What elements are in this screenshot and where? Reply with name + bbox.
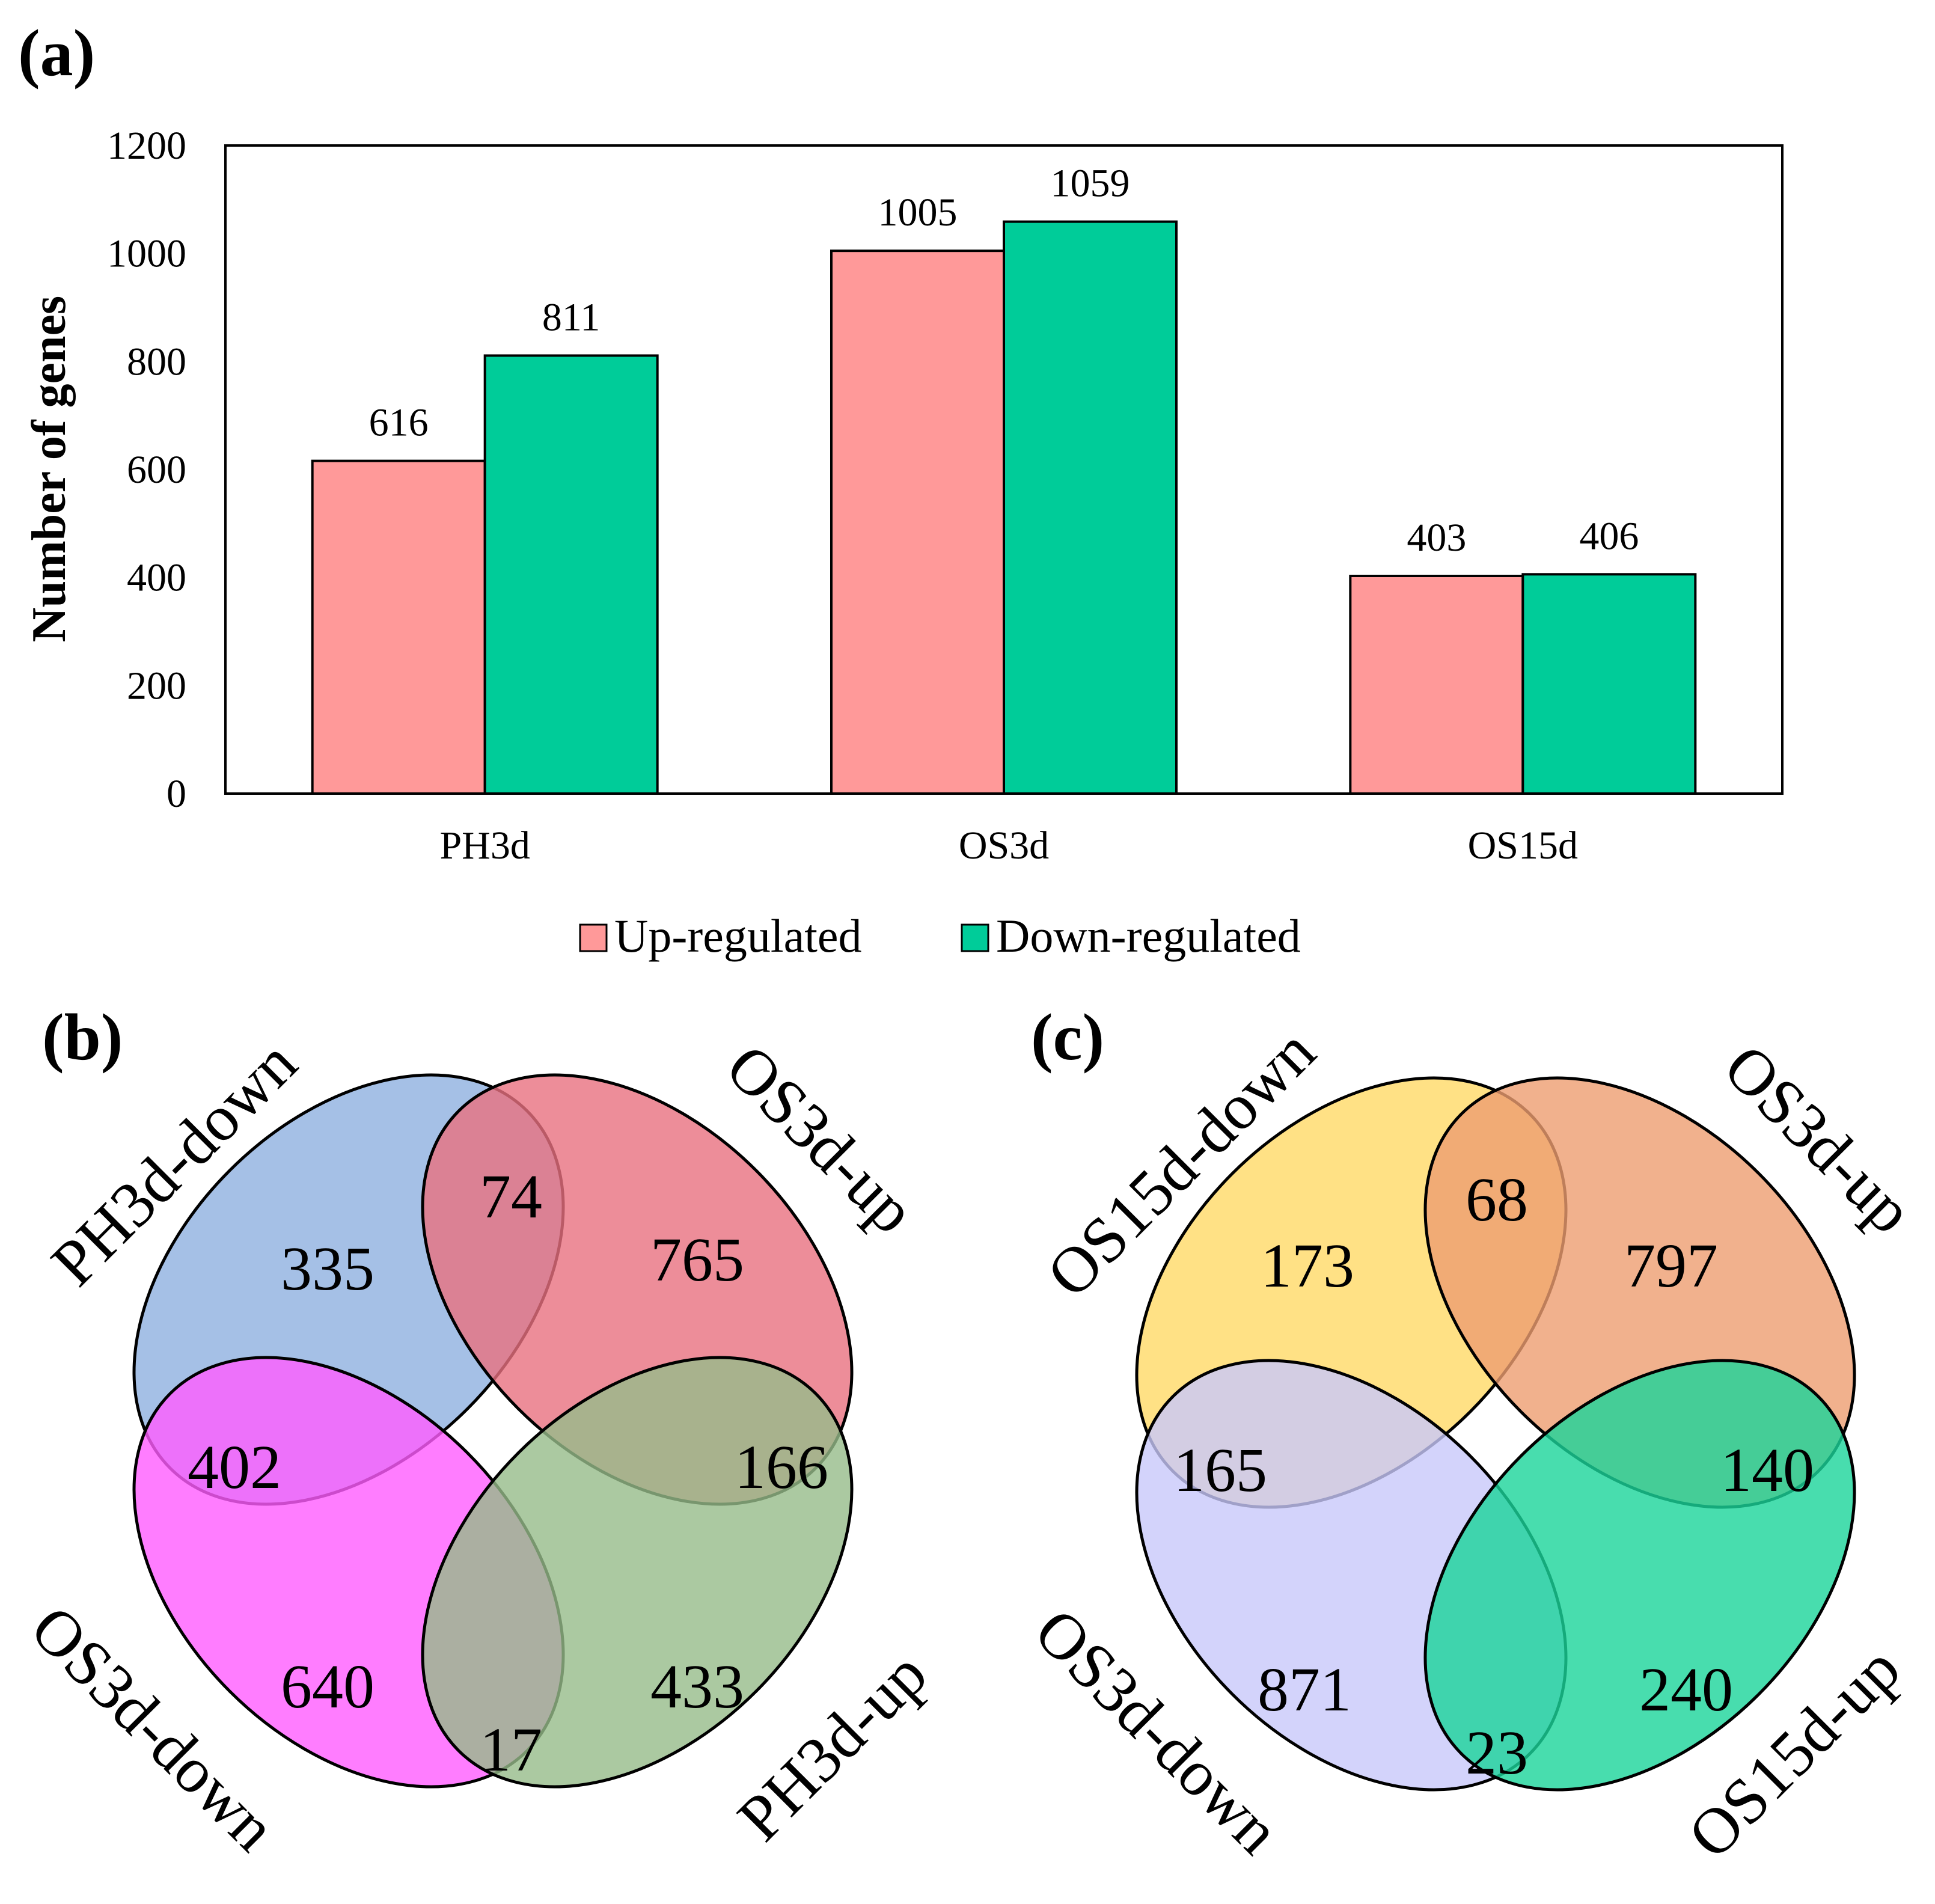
y-tick-label: 200: [127, 664, 186, 708]
bar-os3d-up-regulated: [830, 249, 1005, 795]
bars: [311, 220, 1697, 795]
venn-b-count-os3d-up-only: 765: [650, 1225, 744, 1294]
venn-b-count-ph3d-down-os3d-up: 74: [480, 1162, 542, 1231]
venn-c-counts: 173 68 797 165 140 871 23 240: [1173, 1165, 1814, 1787]
plot-area-frame: [224, 144, 1784, 795]
venn-b-count-os3d-down-ph3d-up: 17: [480, 1715, 542, 1784]
panel-c: (c) OS15d-down OS3d-up OS3d-down OS15d-u…: [1021, 1000, 1927, 1872]
venn-c-ellipses: [1135, 1076, 1856, 1792]
venn-c-count-os15d-down-os3d-down: 165: [1173, 1436, 1267, 1505]
venn-c-count-os3d-up-only: 797: [1624, 1231, 1718, 1300]
data-label-os3d-up-regulated: 1005: [878, 191, 958, 234]
legend-swatch-up-regulated: [579, 923, 608, 952]
data-label-os15d-up-regulated: 403: [1407, 516, 1466, 560]
panel-a-label: (a): [18, 16, 95, 90]
data-label-ph3d-down-regulated: 811: [542, 295, 601, 339]
y-tick-label: 600: [127, 448, 186, 492]
x-category-label-ph3d: PH3d: [439, 824, 530, 868]
legend-label-down-regulated: Down-regulated: [996, 910, 1301, 962]
venn-c-count-os3d-up-os15d-up: 140: [1720, 1436, 1814, 1505]
y-tick-label: 1000: [107, 232, 186, 276]
panel-b: (b) PH3d-down OS3d-up OS3d-down PH3d-up …: [17, 1000, 940, 1865]
venn-c-count-os15d-down-only: 173: [1261, 1231, 1354, 1300]
bar-os15d-down-regulated: [1521, 573, 1697, 795]
legend-label-up-regulated: Up-regulated: [614, 910, 861, 962]
venn-b-count-ph3d-down-only: 335: [281, 1234, 374, 1303]
x-category-label-os3d: OS3d: [959, 824, 1049, 868]
x-category-label-os15d: OS15d: [1468, 824, 1578, 868]
bar-ph3d-down-regulated: [483, 354, 659, 795]
venn-b-count-os3d-down-only: 640: [281, 1652, 374, 1721]
bar-os3d-down-regulated: [1003, 220, 1178, 795]
data-label-os15d-down-regulated: 406: [1579, 514, 1639, 558]
venn-c-count-os15d-up-only: 240: [1639, 1655, 1733, 1724]
y-axis-label: Number of genes: [23, 296, 76, 642]
bar-ph3d-up-regulated: [311, 459, 486, 795]
y-tick-label: 1200: [107, 124, 186, 168]
venn-c-count-os15d-down-os3d-up: 68: [1466, 1165, 1528, 1234]
venn-b-count-ph3d-up-only: 433: [650, 1652, 744, 1721]
panel-b-label: (b): [42, 1000, 123, 1074]
data-label-os3d-down-regulated: 1059: [1051, 162, 1130, 206]
venn-c-count-os3d-down-os15d-up: 23: [1466, 1718, 1528, 1787]
venn-c-count-os3d-down-only: 871: [1258, 1655, 1351, 1724]
venn-b-count-ph3d-down-os3d-down: 402: [188, 1433, 281, 1502]
bar-os15d-up-regulated: [1349, 574, 1524, 795]
venn-c-ellipse-os15d-up: [1423, 1359, 1856, 1792]
data-label-ph3d-up-regulated: 616: [369, 401, 429, 445]
y-tick-label: 400: [127, 556, 186, 600]
venn-b-counts: 335 74 765 402 166 640 17 433: [188, 1162, 828, 1784]
legend: Up-regulated Down-regulated: [579, 910, 1301, 962]
venn-b-ellipses: [132, 1073, 854, 1789]
panel-c-label: (c): [1031, 1000, 1104, 1074]
y-tick-label: 800: [127, 340, 186, 384]
data-labels: 616 811 1005 1059 403 406: [369, 162, 1639, 560]
legend-swatch-down-regulated: [961, 923, 989, 952]
panel-a: (a) Number of genes 0 200 400 600 800 1000 120…: [18, 16, 1784, 962]
venn-b-ellipse-ph3d-up: [421, 1356, 854, 1789]
x-category-labels: PH3d OS3d OS15d: [439, 824, 1578, 868]
venn-b-count-os3d-up-ph3d-up: 166: [735, 1433, 828, 1502]
y-tick-label: 0: [167, 772, 186, 816]
y-tick-labels: 0 200 400 600 800 1000 1200: [107, 124, 186, 816]
